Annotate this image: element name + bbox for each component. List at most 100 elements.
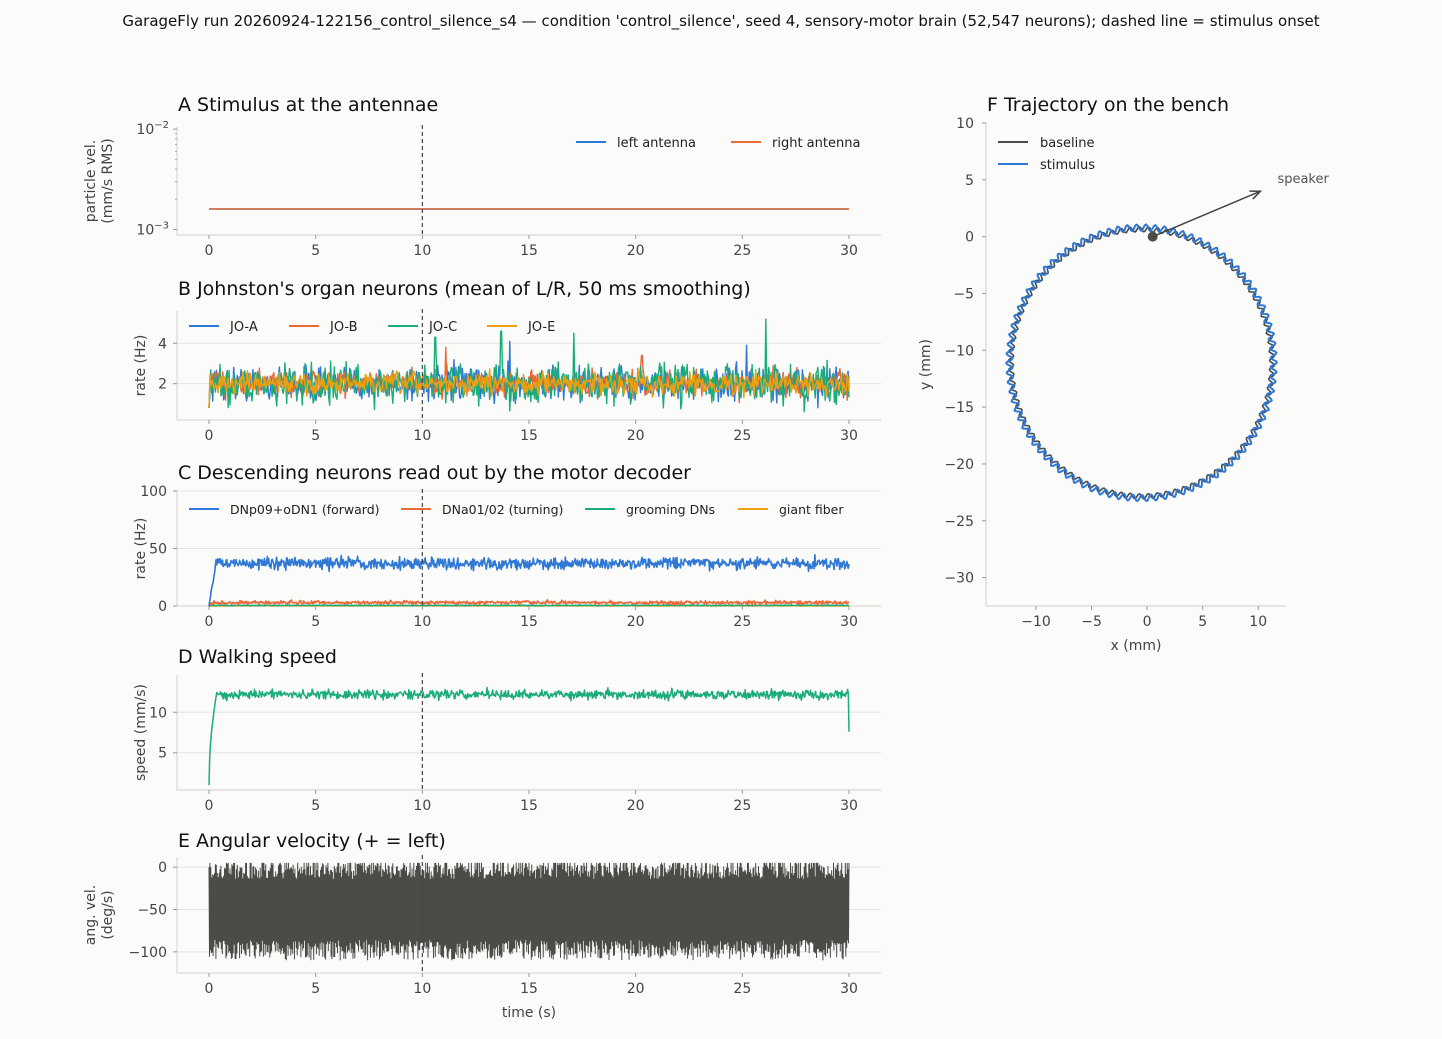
legend-label: grooming DNs <box>626 502 715 517</box>
series-line <box>208 599 850 607</box>
x-tick-label: 5 <box>311 428 320 444</box>
y-tick-label: 0 <box>965 230 974 246</box>
series-line <box>208 340 850 409</box>
x-tick-label: 0 <box>205 428 214 444</box>
y-tick-label: −100 <box>129 945 167 961</box>
panel-title: B Johnston's organ neurons (mean of L/R,… <box>178 278 751 300</box>
x-tick-label: −10 <box>1021 614 1051 630</box>
y-axis-label: speed (mm/s) <box>133 684 149 781</box>
legend-label: JO-C <box>428 320 457 335</box>
x-tick-label: 30 <box>840 798 858 814</box>
x-tick-label: 25 <box>733 428 751 444</box>
legend-label: stimulus <box>1040 158 1095 173</box>
x-tick-label: 0 <box>205 243 214 259</box>
x-tick-label: 20 <box>627 428 645 444</box>
x-tick-label: 25 <box>733 614 751 630</box>
x-tick-label: 15 <box>520 428 538 444</box>
y-tick-label: −15 <box>944 400 974 416</box>
y-tick-label: 4 <box>158 336 167 352</box>
legend-label: giant fiber <box>779 502 844 517</box>
x-tick-label: 0 <box>205 981 214 997</box>
panel-title: A Stimulus at the antennae <box>178 94 438 116</box>
x-tick-label: 0 <box>205 614 214 630</box>
y-tick-label: 2 <box>158 377 167 393</box>
speaker-arrow-head <box>1249 190 1263 200</box>
x-tick-label: −5 <box>1081 614 1102 630</box>
panel-d: 0 5 10 15 20 25 30 5 10 D Walking speed speed (mm/… <box>133 646 881 814</box>
y-axis-label: y (mm) <box>918 339 934 390</box>
x-tick-label: 5 <box>311 243 320 259</box>
series-line <box>208 686 850 786</box>
panel-c: 0 5 10 15 20 25 30 0 50 100 C Descending neurons r… <box>133 462 881 630</box>
y-tick-label: 0 <box>158 599 167 615</box>
x-tick-label: 30 <box>840 614 858 630</box>
x-tick-label: 5 <box>311 614 320 630</box>
y-axis-label: ang. vel. <box>83 885 99 945</box>
y-tick-label: 5 <box>158 746 167 762</box>
y-axis-label: (mm/s RMS) <box>100 138 116 223</box>
y-tick-label: 10−3 <box>136 220 169 238</box>
series-line <box>208 553 850 607</box>
x-tick-label: 15 <box>520 981 538 997</box>
x-tick-label: 30 <box>840 243 858 259</box>
speaker-label: speaker <box>1277 172 1329 187</box>
y-tick-label: −25 <box>944 514 974 530</box>
legend-label: left antenna <box>617 136 696 151</box>
legend-label: JO-A <box>229 320 258 335</box>
x-tick-label: 20 <box>627 614 645 630</box>
x-tick-label: 25 <box>733 243 751 259</box>
x-tick-label: 0 <box>205 798 214 814</box>
panel-title: F Trajectory on the bench <box>987 94 1229 116</box>
legend-label: right antenna <box>772 136 860 151</box>
panel-a: 0 5 10 15 20 25 30 10−2 10−3 A Stimulus at the an… <box>83 94 881 259</box>
x-tick-label: 5 <box>1198 614 1207 630</box>
x-tick-label: 25 <box>733 798 751 814</box>
x-axis-label: time (s) <box>502 1005 556 1021</box>
y-tick-label: 10 <box>149 705 167 721</box>
panel-title: C Descending neurons read out by the mot… <box>178 462 691 484</box>
x-axis-label: x (mm) <box>1111 638 1162 654</box>
panel-e: 0 5 10 15 20 25 30 0 −50 −100 E Angular velocity (… <box>83 830 881 1021</box>
y-tick-label: −10 <box>944 343 974 359</box>
x-tick-label: 5 <box>311 981 320 997</box>
x-tick-label: 20 <box>627 243 645 259</box>
y-tick-label: 0 <box>158 860 167 876</box>
x-tick-label: 20 <box>627 798 645 814</box>
x-tick-label: 10 <box>1249 614 1267 630</box>
y-axis-label: rate (Hz) <box>133 518 149 580</box>
x-tick-label: 5 <box>311 798 320 814</box>
y-tick-label: 10 <box>956 116 974 132</box>
y-tick-label: 10−2 <box>136 120 169 138</box>
x-tick-label: 10 <box>413 614 431 630</box>
legend-label: DNp09+oDN1 (forward) <box>230 502 380 517</box>
legend-label: baseline <box>1040 136 1094 151</box>
legend-label: JO-E <box>527 320 555 335</box>
y-axis-label: particle vel. <box>83 140 99 223</box>
legend-label: JO-B <box>329 320 358 335</box>
x-tick-label: 10 <box>413 428 431 444</box>
speaker-arrow <box>1152 190 1261 238</box>
y-tick-label: −20 <box>944 457 974 473</box>
y-axis-label: (deg/s) <box>100 890 116 939</box>
x-tick-label: 15 <box>520 243 538 259</box>
panel-title: D Walking speed <box>178 646 337 668</box>
x-tick-label: 30 <box>840 981 858 997</box>
panel-f: −10 −5 0 5 10 F Trajectory on the bench y (mm)… <box>918 94 1329 654</box>
y-tick-label: −50 <box>137 902 167 918</box>
panel-title: E Angular velocity (+ = left) <box>178 830 446 852</box>
x-tick-label: 15 <box>520 798 538 814</box>
y-tick-label: −30 <box>944 571 974 587</box>
y-tick-label: −5 <box>953 286 974 302</box>
x-tick-label: 10 <box>413 981 431 997</box>
x-tick-label: 0 <box>1143 614 1152 630</box>
series-line <box>1005 223 1278 503</box>
x-tick-label: 30 <box>840 428 858 444</box>
x-tick-label: 25 <box>733 981 751 997</box>
x-tick-label: 20 <box>627 981 645 997</box>
y-tick-label: 5 <box>965 173 974 189</box>
figure-title: GarageFly run 20260924-122156_control_si… <box>122 12 1319 31</box>
x-tick-label: 10 <box>413 243 431 259</box>
panel-b: 0 5 10 15 20 25 30 2 4 B Johnston's organ neurons… <box>133 278 881 444</box>
